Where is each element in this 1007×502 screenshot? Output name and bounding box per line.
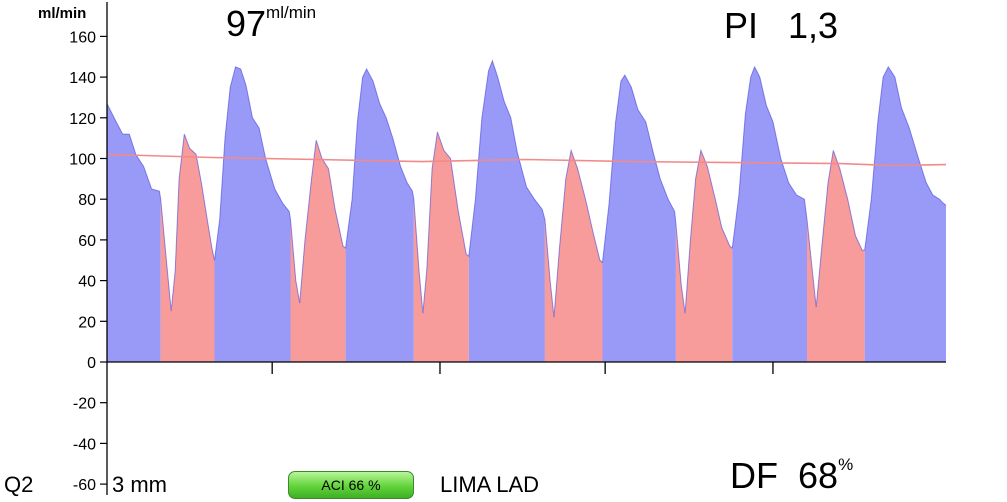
pi-value: 1,3 (788, 5, 839, 46)
systole-area (214, 66, 291, 363)
diastole-area (160, 134, 215, 362)
y-axis-unit-label: ml/min (38, 5, 87, 22)
diastole-area (675, 150, 733, 362)
pi-readout: PI 1,3 (724, 8, 838, 44)
y-tick-label: -40 (73, 436, 96, 453)
axes (106, 2, 946, 495)
df-label: DF (730, 455, 778, 496)
df-unit: % (838, 455, 854, 474)
aci-badge[interactable]: ACI 66 % (288, 471, 414, 499)
y-tick-label: 120 (69, 111, 96, 128)
probe-label: Q2 (4, 472, 34, 497)
df-value: 68 (798, 455, 839, 496)
vessel-label: LIMA LAD (440, 472, 540, 497)
systole-area (107, 103, 161, 362)
flow-unit: ml/min (266, 3, 317, 22)
systole-area (732, 66, 807, 363)
diastole-area (807, 150, 865, 362)
y-tick-label: -20 (73, 396, 96, 413)
y-tick-label: 40 (78, 274, 96, 291)
y-tick-label: 20 (78, 314, 96, 331)
y-tick-label: 80 (78, 192, 96, 209)
y-tick-label: 60 (78, 233, 96, 250)
y-ticks: 160 140 120 100 80 60 40 20 0 -20 -40 -60 (69, 29, 107, 494)
diastole-area (544, 150, 603, 362)
flow-value: 97 (226, 3, 267, 44)
y-tick-label: -60 (73, 477, 96, 494)
diastole-area (290, 140, 346, 362)
y-tick-label: 0 (87, 355, 96, 372)
flow-readout: 97ml/min (226, 3, 317, 44)
systole-area (468, 60, 545, 363)
df-readout: DF 68% (730, 455, 854, 496)
y-tick-label: 160 (69, 29, 96, 46)
systole-area (864, 66, 946, 363)
probe-size: 3 mm (112, 472, 167, 497)
mean-flow-line (106, 153, 947, 167)
pi-label: PI (724, 5, 759, 46)
flow-waveform-line (106, 59, 947, 318)
systole-area (345, 69, 414, 362)
diastole-area (413, 132, 469, 362)
systole-area (602, 75, 676, 362)
plot-area (106, 59, 947, 363)
y-tick-label: 100 (69, 152, 96, 169)
y-tick-label: 140 (69, 70, 96, 87)
